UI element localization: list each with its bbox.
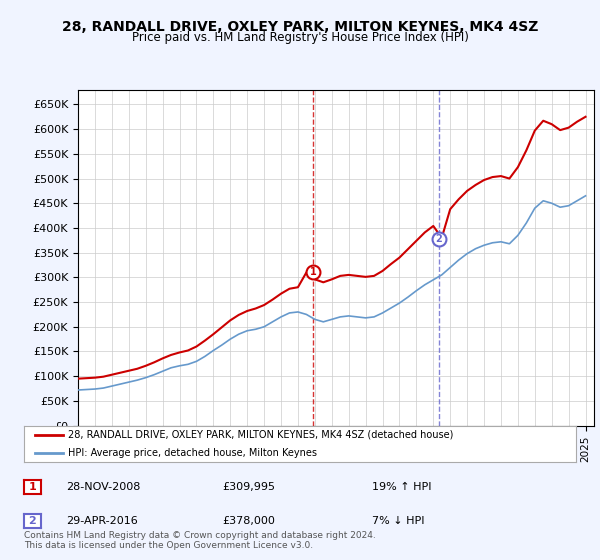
- Text: Price paid vs. HM Land Registry's House Price Index (HPI): Price paid vs. HM Land Registry's House …: [131, 31, 469, 44]
- Text: 1: 1: [29, 482, 36, 492]
- Text: £309,995: £309,995: [222, 482, 275, 492]
- Text: 28, RANDALL DRIVE, OXLEY PARK, MILTON KEYNES, MK4 4SZ: 28, RANDALL DRIVE, OXLEY PARK, MILTON KE…: [62, 20, 538, 34]
- Text: 2: 2: [29, 516, 36, 526]
- Text: Contains HM Land Registry data © Crown copyright and database right 2024.
This d: Contains HM Land Registry data © Crown c…: [24, 530, 376, 550]
- Text: 29-APR-2016: 29-APR-2016: [66, 516, 138, 526]
- Text: 7% ↓ HPI: 7% ↓ HPI: [372, 516, 425, 526]
- Text: 28, RANDALL DRIVE, OXLEY PARK, MILTON KEYNES, MK4 4SZ (detached house): 28, RANDALL DRIVE, OXLEY PARK, MILTON KE…: [68, 430, 454, 440]
- Text: 19% ↑ HPI: 19% ↑ HPI: [372, 482, 431, 492]
- Text: 1: 1: [310, 268, 317, 277]
- Text: HPI: Average price, detached house, Milton Keynes: HPI: Average price, detached house, Milt…: [68, 448, 317, 458]
- Text: 2: 2: [436, 234, 442, 244]
- Text: £378,000: £378,000: [222, 516, 275, 526]
- Text: 28-NOV-2008: 28-NOV-2008: [66, 482, 140, 492]
